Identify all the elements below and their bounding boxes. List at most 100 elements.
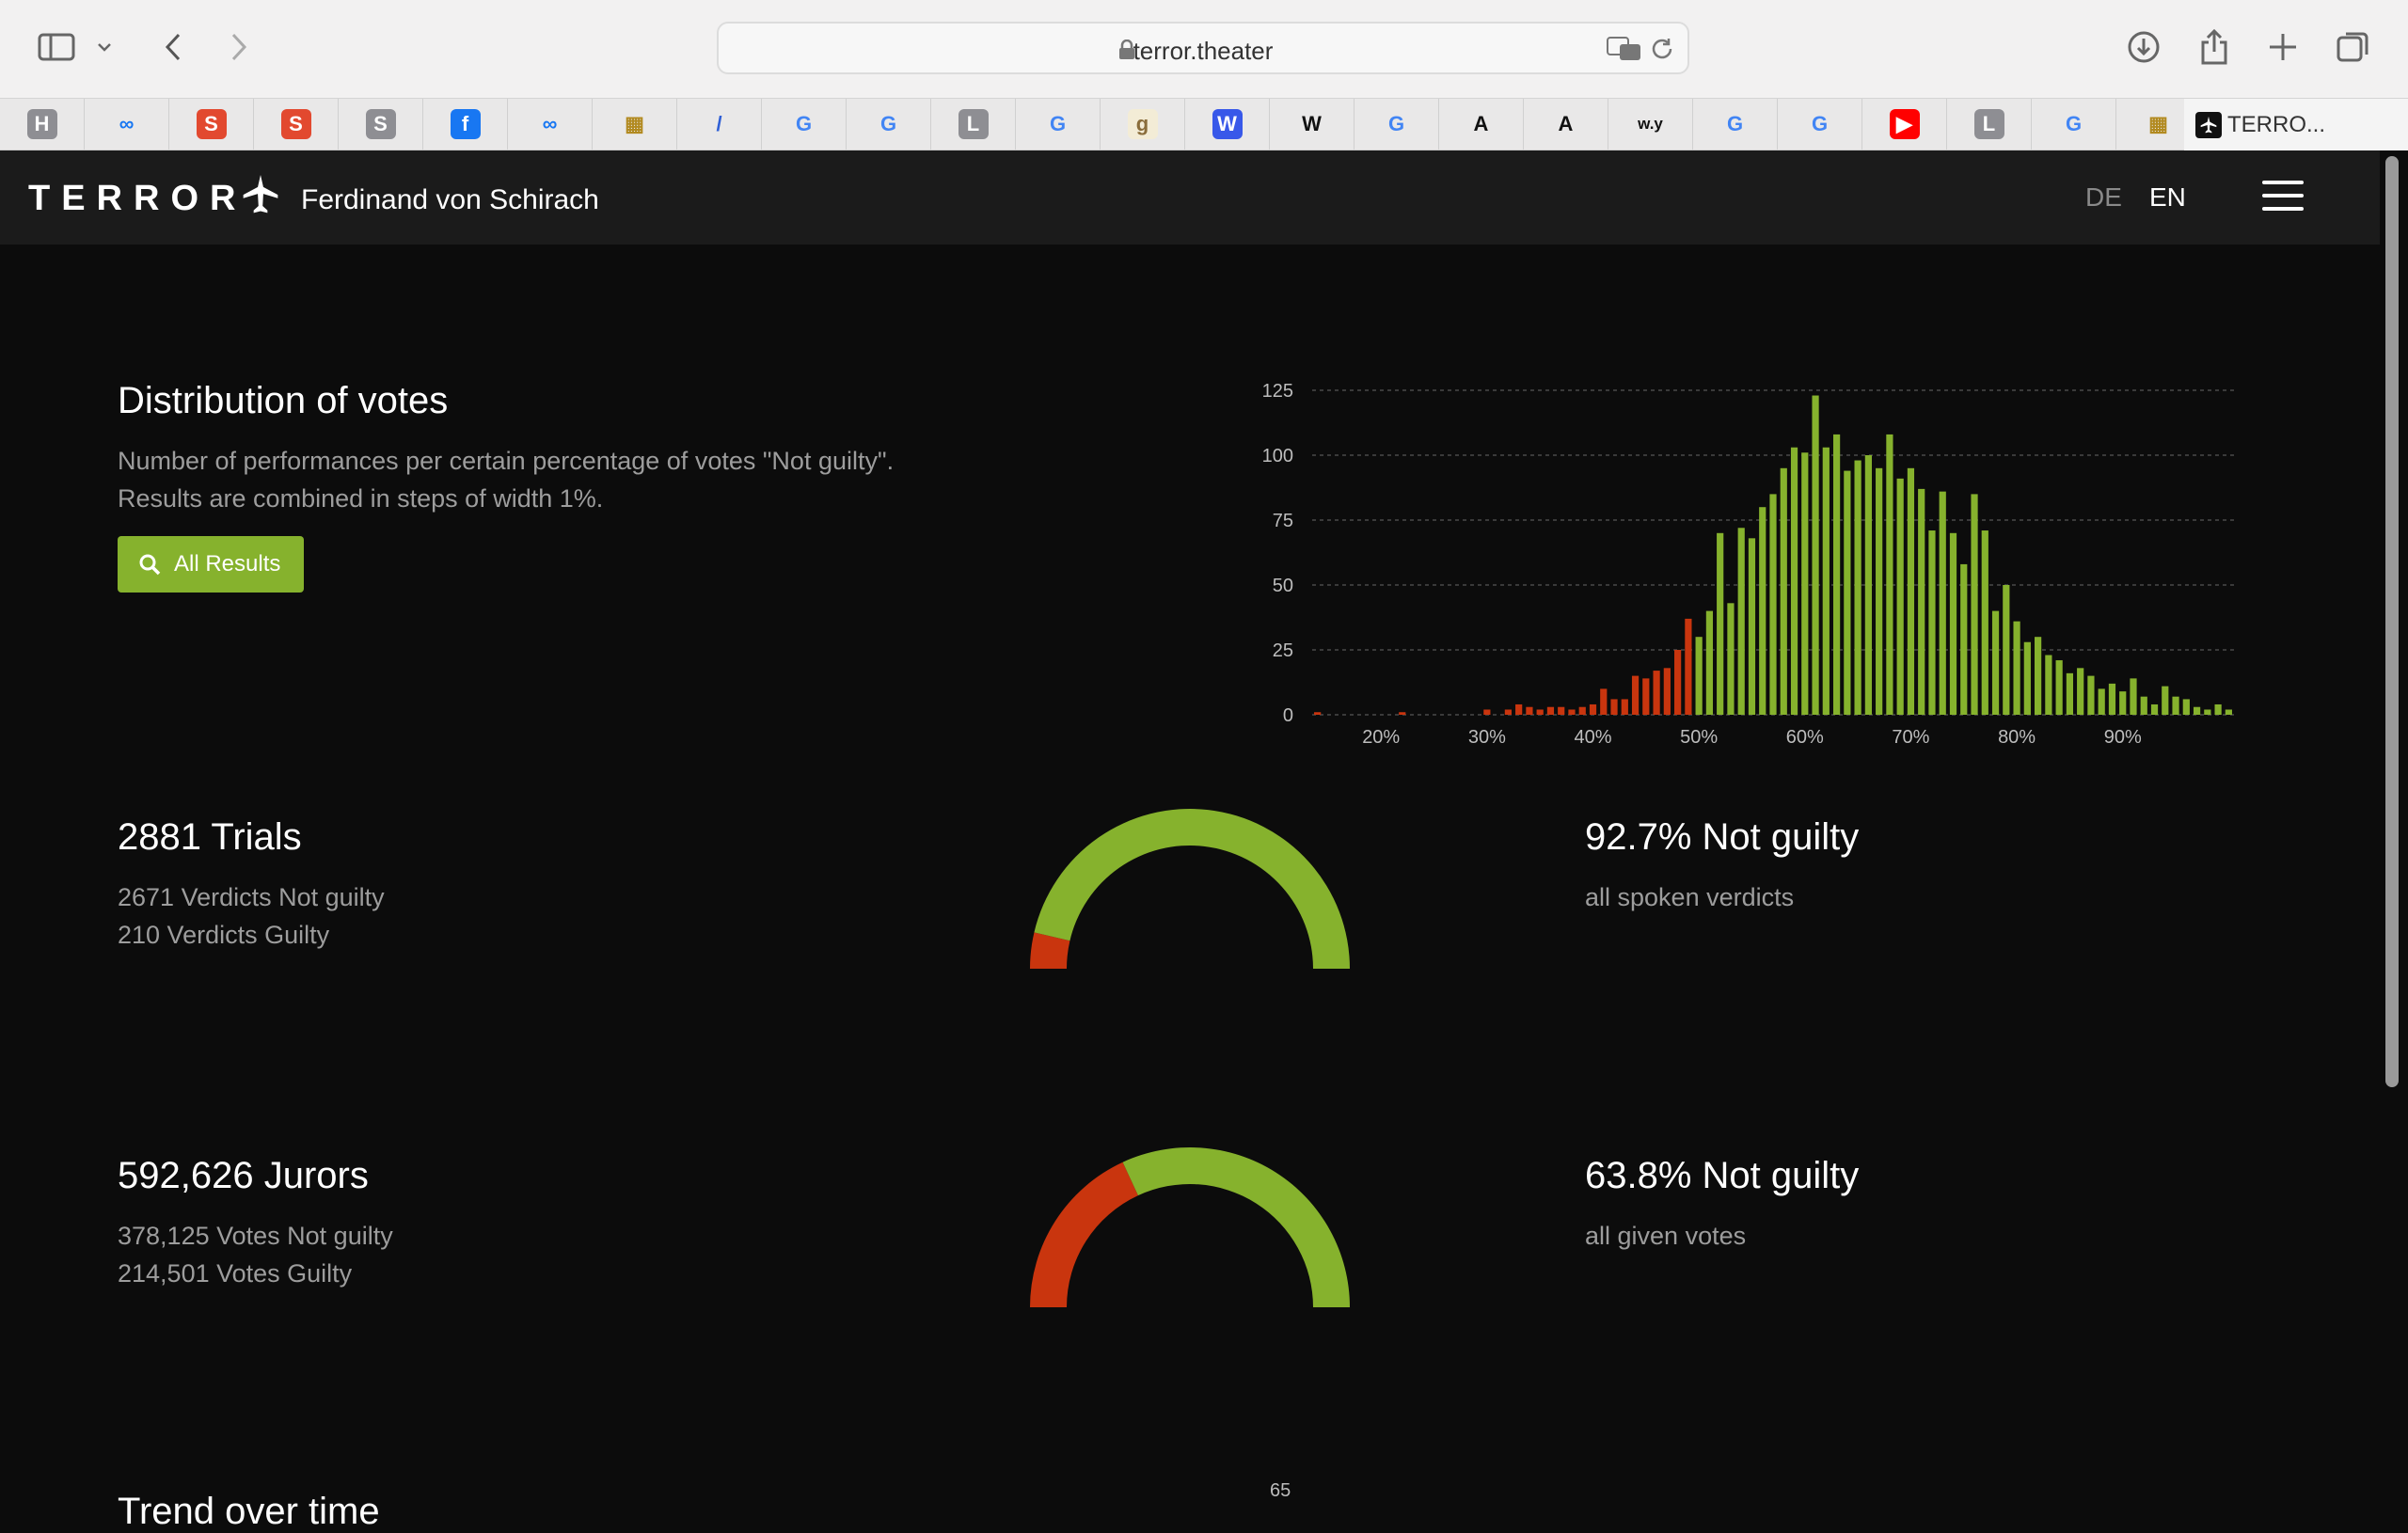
bookmark-item[interactable]: W bbox=[1185, 99, 1270, 150]
histogram-bar[interactable] bbox=[1812, 395, 1819, 715]
histogram-bar[interactable] bbox=[2182, 699, 2190, 715]
bookmark-item[interactable]: w.y bbox=[1608, 99, 1693, 150]
tab-active[interactable]: TERRO... bbox=[2184, 99, 2408, 151]
back-icon[interactable] bbox=[152, 26, 194, 68]
histogram-bar[interactable] bbox=[2013, 621, 2020, 715]
bookmark-item[interactable]: ▶ bbox=[1862, 99, 1947, 150]
histogram-bar[interactable] bbox=[1536, 709, 1544, 715]
site-logo[interactable]: TERROR bbox=[28, 179, 247, 218]
histogram-bar[interactable] bbox=[1844, 470, 1851, 715]
histogram-bar[interactable] bbox=[1971, 494, 1978, 715]
bookmark-item[interactable]: ∞ bbox=[508, 99, 593, 150]
histogram-bar[interactable] bbox=[1876, 467, 1883, 715]
histogram-bar[interactable] bbox=[2172, 696, 2179, 715]
reload-icon[interactable] bbox=[1650, 37, 1674, 66]
histogram-bar[interactable] bbox=[1589, 703, 1597, 715]
histogram-bar[interactable] bbox=[1515, 703, 1523, 715]
histogram-bar[interactable] bbox=[1939, 491, 1946, 715]
histogram-bar[interactable] bbox=[2108, 683, 2116, 715]
histogram-bar[interactable] bbox=[1822, 447, 1830, 715]
histogram-bar[interactable] bbox=[1896, 478, 1904, 715]
histogram-bar[interactable] bbox=[2077, 668, 2084, 715]
histogram-bar[interactable] bbox=[1610, 699, 1618, 715]
histogram-bar[interactable] bbox=[1600, 688, 1608, 715]
histogram-bar[interactable] bbox=[1991, 610, 2000, 715]
bookmark-item[interactable]: / bbox=[677, 99, 762, 150]
histogram-bar[interactable] bbox=[1949, 532, 1957, 715]
bookmark-item[interactable]: L bbox=[931, 99, 1016, 150]
histogram-bar[interactable] bbox=[1727, 603, 1735, 715]
histogram-bar[interactable] bbox=[1653, 671, 1660, 715]
address-bar[interactable]: terror.theater bbox=[717, 22, 1689, 74]
bookmark-item[interactable]: G bbox=[847, 99, 931, 150]
histogram-bar[interactable] bbox=[1504, 709, 1512, 715]
histogram-bar[interactable] bbox=[2066, 672, 2074, 715]
bookmark-item[interactable]: G bbox=[762, 99, 847, 150]
histogram-bar[interactable] bbox=[2162, 686, 2169, 715]
tab-overview-icon[interactable] bbox=[2333, 26, 2374, 68]
bookmark-item[interactable]: W bbox=[1270, 99, 1354, 150]
bookmark-item[interactable]: g bbox=[1101, 99, 1185, 150]
bookmark-item[interactable]: H bbox=[0, 99, 85, 150]
hamburger-menu-icon[interactable] bbox=[2262, 181, 2304, 211]
histogram-bar[interactable] bbox=[1780, 467, 1787, 715]
histogram-bar[interactable] bbox=[2035, 637, 2042, 715]
histogram-bar[interactable] bbox=[2055, 660, 2063, 715]
histogram-bar[interactable] bbox=[1546, 706, 1555, 715]
histogram-bar[interactable] bbox=[1864, 455, 1872, 715]
histogram-bar[interactable] bbox=[1663, 668, 1671, 715]
histogram-bar[interactable] bbox=[1832, 434, 1841, 715]
bookmark-item[interactable]: A bbox=[1439, 99, 1524, 150]
histogram-bar[interactable] bbox=[1886, 434, 1893, 715]
histogram-bar[interactable] bbox=[1748, 538, 1756, 715]
histogram-bar[interactable] bbox=[1737, 528, 1745, 715]
histogram-bar[interactable] bbox=[1790, 447, 1798, 715]
histogram-bar[interactable] bbox=[2003, 585, 2010, 715]
share-icon[interactable] bbox=[2194, 26, 2235, 68]
download-icon[interactable] bbox=[2123, 26, 2164, 68]
histogram-bar[interactable] bbox=[1759, 507, 1766, 715]
histogram-bar[interactable] bbox=[2225, 709, 2232, 715]
bookmark-item[interactable]: f bbox=[423, 99, 508, 150]
bookmark-item[interactable]: G bbox=[1354, 99, 1439, 150]
histogram-bar[interactable] bbox=[2140, 696, 2147, 715]
histogram-bar[interactable] bbox=[1526, 706, 1533, 715]
histogram-bar[interactable] bbox=[2150, 703, 2159, 715]
histogram-bar[interactable] bbox=[1578, 706, 1586, 715]
histogram-bar[interactable] bbox=[1854, 460, 1861, 715]
histogram-bar[interactable] bbox=[1621, 699, 1628, 715]
histogram-bar[interactable] bbox=[1399, 712, 1406, 715]
histogram-bar[interactable] bbox=[2193, 706, 2201, 715]
histogram-bar[interactable] bbox=[1960, 563, 1968, 715]
all-results-button[interactable]: All Results bbox=[118, 536, 304, 593]
bookmark-item[interactable]: ▦ bbox=[593, 99, 677, 150]
bookmark-item[interactable]: A bbox=[1524, 99, 1608, 150]
histogram-bar[interactable] bbox=[2087, 675, 2095, 715]
chevron-down-icon[interactable] bbox=[90, 26, 119, 68]
scrollbar-thumb[interactable] bbox=[2385, 156, 2399, 1087]
histogram-bar[interactable] bbox=[2130, 678, 2137, 715]
histogram-bar[interactable] bbox=[1631, 675, 1640, 715]
new-tab-icon[interactable] bbox=[2262, 26, 2304, 68]
histogram-bar[interactable] bbox=[1981, 530, 1988, 715]
histogram-bar[interactable] bbox=[1685, 618, 1692, 715]
histogram-bar[interactable] bbox=[2023, 641, 2031, 715]
histogram-bar[interactable] bbox=[1717, 532, 1724, 715]
bookmark-item[interactable]: G bbox=[1778, 99, 1862, 150]
language-en-link[interactable]: EN bbox=[2149, 182, 2186, 212]
bookmark-item[interactable]: L bbox=[1947, 99, 2032, 150]
bookmark-item[interactable]: G bbox=[2032, 99, 2116, 150]
histogram-bar[interactable] bbox=[1928, 530, 1936, 715]
histogram-bar[interactable] bbox=[1801, 452, 1809, 715]
histogram-bar[interactable] bbox=[1314, 712, 1322, 715]
forward-icon[interactable] bbox=[218, 26, 260, 68]
histogram-bar[interactable] bbox=[1918, 488, 1925, 715]
language-de-link[interactable]: DE bbox=[2085, 182, 2122, 212]
bookmark-item[interactable]: G bbox=[1693, 99, 1778, 150]
histogram-bar[interactable] bbox=[1558, 706, 1565, 715]
histogram-bar[interactable] bbox=[1907, 467, 1915, 715]
histogram-bar[interactable] bbox=[2098, 688, 2105, 715]
histogram-bar[interactable] bbox=[1642, 678, 1650, 715]
translate-icon[interactable] bbox=[1607, 37, 1642, 66]
histogram-bar[interactable] bbox=[1705, 610, 1714, 715]
